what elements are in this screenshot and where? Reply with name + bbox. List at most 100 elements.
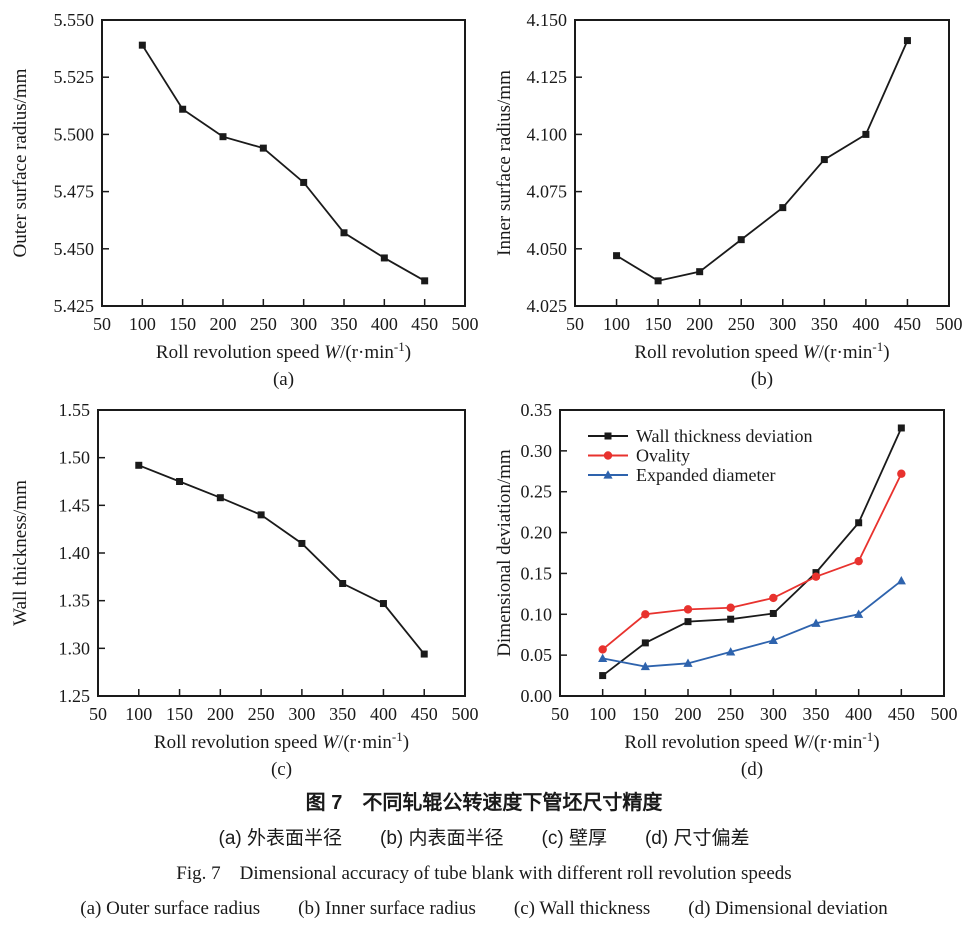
x-tick-label: 50 — [566, 314, 584, 334]
y-tick-label: 5.525 — [54, 67, 95, 87]
data-point-circle — [897, 469, 906, 478]
data-point-square — [654, 277, 662, 285]
y-tick-label: 0.05 — [521, 645, 553, 665]
data-point-square — [380, 254, 388, 262]
x-axis-label: Roll revolution speed W/(r·min-1) — [634, 339, 889, 363]
data-point-square — [298, 539, 306, 547]
x-tick-label: 200 — [210, 314, 237, 334]
x-tick-label: 100 — [129, 314, 156, 334]
panel-label: (c) — [271, 759, 292, 780]
y-tick-label: 5.550 — [54, 10, 95, 30]
x-tick-label: 250 — [248, 704, 275, 724]
data-point-square — [259, 144, 267, 152]
x-tick-label: 100 — [603, 314, 630, 334]
x-tick-label: 450 — [888, 704, 915, 724]
data-point-triangle — [683, 658, 693, 667]
data-point-square — [421, 277, 429, 285]
data-point-square — [176, 478, 184, 485]
x-tick-label: 350 — [329, 704, 356, 724]
plot-frame — [97, 409, 466, 697]
data-point-triangle — [640, 661, 650, 671]
charts-grid: 50 100 150 200 250 300 350 400 450 500 5.425 5.450 5… — [10, 10, 963, 780]
y-tick-label: 0.30 — [521, 441, 553, 461]
x-tick-label: 450 — [411, 314, 438, 334]
y-tick-label: 4.050 — [527, 239, 568, 259]
y-tick-label: 4.150 — [527, 10, 568, 30]
data-point-triangle — [598, 653, 608, 663]
data-point-square — [599, 672, 607, 680]
data-point-square — [339, 580, 347, 588]
panel-label: (a) — [273, 369, 294, 390]
x-tick-label: 100 — [125, 704, 152, 724]
x-tick-label: 500 — [936, 314, 963, 334]
y-tick-label: 1.55 — [59, 400, 91, 420]
y-tick-label: 1.30 — [59, 638, 91, 658]
y-tick-label: 1.25 — [59, 686, 91, 706]
y-tick-label: 5.500 — [54, 124, 95, 144]
y-tick-label: 5.450 — [54, 239, 95, 259]
plot-frame — [559, 409, 945, 697]
y-tick-label: 0.10 — [521, 604, 553, 624]
data-point-circle — [769, 593, 778, 603]
x-tick-label: 150 — [632, 704, 659, 724]
data-point-square — [769, 609, 777, 617]
x-tick-label: 150 — [645, 314, 672, 334]
data-point-square — [820, 156, 828, 164]
x-tick-label: 500 — [931, 704, 958, 724]
x-tick-label: 250 — [728, 314, 755, 334]
x-tick-label: 50 — [551, 704, 569, 724]
data-point-square — [862, 130, 870, 138]
series-line-outer-surface-radius — [141, 44, 426, 282]
x-tick-label: 350 — [331, 314, 358, 334]
data-point-square — [219, 133, 227, 141]
data-point-circle — [598, 645, 607, 654]
data-point-square — [696, 268, 704, 276]
x-tick-label: 450 — [894, 314, 921, 334]
x-axis-label: Roll revolution speed W/(r·min-1) — [624, 729, 879, 753]
data-point-triangle — [726, 647, 736, 656]
data-point-square — [903, 37, 911, 45]
y-tick-label: 1.40 — [59, 543, 91, 563]
caption-en-title: Fig. 7 Dimensional accuracy of tube blan… — [176, 863, 792, 884]
data-point-square — [641, 639, 649, 647]
data-point-circle — [854, 556, 863, 566]
data-point-circle — [811, 572, 821, 581]
chart-panel-b: 50 100 150 200 250 300 350 400 450 500 4.025 4.050 4… — [494, 10, 963, 390]
y-tick-label: 5.425 — [54, 296, 95, 316]
legend-label: Expanded diameter — [636, 465, 775, 485]
x-tick-label: 300 — [769, 314, 796, 334]
y-tick-label: 0.35 — [521, 400, 553, 420]
x-tick-label: 150 — [166, 704, 193, 724]
y-tick-label: 4.025 — [527, 296, 568, 316]
x-tick-label: 300 — [288, 704, 315, 724]
legend-label: Ovality — [636, 446, 690, 466]
data-point-triangle — [768, 635, 778, 645]
chart-panel-a: 50 100 150 200 250 300 350 400 450 500 5.425 5.450 5… — [10, 10, 479, 390]
caption-en-subtitle: (a) Outer surface radius (b) Inner surfa… — [80, 898, 888, 919]
data-point-circle — [603, 451, 613, 460]
legend: Wall thickness deviationOvalityExpanded … — [588, 426, 813, 485]
data-point-triangle — [603, 470, 613, 479]
panel-label: (b) — [751, 369, 773, 390]
y-axis-label: Wall thickness/mm — [10, 480, 31, 626]
x-tick-label: 300 — [290, 314, 317, 334]
x-tick-label: 450 — [411, 704, 438, 724]
legend-label: Wall thickness deviation — [636, 426, 813, 446]
x-axis-label: Roll revolution speed W/(r·min-1) — [154, 729, 409, 753]
y-tick-label: 4.125 — [527, 67, 568, 87]
data-point-square — [420, 650, 428, 658]
data-point-square — [179, 105, 187, 113]
plot-frame — [574, 19, 950, 307]
data-point-square — [257, 511, 265, 519]
data-point-square — [737, 236, 745, 244]
data-point-square — [300, 178, 308, 186]
x-tick-label: 500 — [452, 314, 479, 334]
series-line-ovality — [602, 473, 903, 651]
x-tick-label: 400 — [845, 704, 872, 724]
x-tick-label: 250 — [717, 704, 744, 724]
x-tick-label: 200 — [675, 704, 702, 724]
figure-captions: 图 7 不同轧辊公转速度下管坯尺寸精度 (a) 外表面半径 (b) 内表面半径 … — [0, 780, 968, 926]
data-point-square — [135, 461, 143, 469]
x-tick-label: 500 — [452, 704, 479, 724]
